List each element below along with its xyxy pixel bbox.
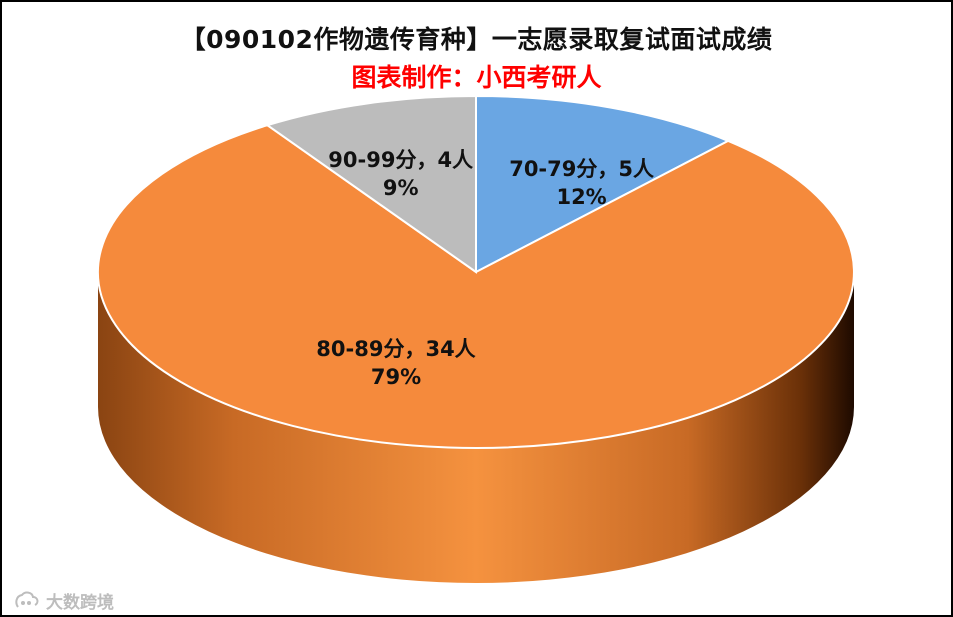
slice-percent-label-2: 9%	[383, 176, 419, 200]
chart-title: 【090102作物遗传育种】一志愿录取复试面试成绩	[180, 25, 773, 54]
pie-top	[96, 94, 855, 449]
watermark-text: 大数跨境	[46, 593, 114, 613]
watermark: 大数跨境	[14, 588, 114, 613]
pie-labels: 70-79分，5人 12% 80-89分，34人 79% 90-99分，4人 9%	[316, 148, 654, 389]
slice-count-label-2: 90-99分，4人	[328, 148, 473, 172]
watermark-logo-icon	[15, 591, 39, 608]
chart-subtitle: 图表制作：小西考研人	[351, 63, 602, 92]
pie-slice-2	[265, 94, 477, 274]
slice-count-label-1: 80-89分，34人	[316, 337, 475, 361]
pie-side-wall	[98, 272, 854, 583]
slice-percent-label-0: 12%	[556, 185, 606, 209]
slice-percent-label-1: 79%	[371, 365, 421, 389]
pie-side	[98, 272, 854, 583]
pie-slice-1	[96, 124, 855, 449]
slice-count-label-0: 70-79分，5人	[509, 157, 654, 181]
pie-slice-0	[475, 94, 731, 274]
